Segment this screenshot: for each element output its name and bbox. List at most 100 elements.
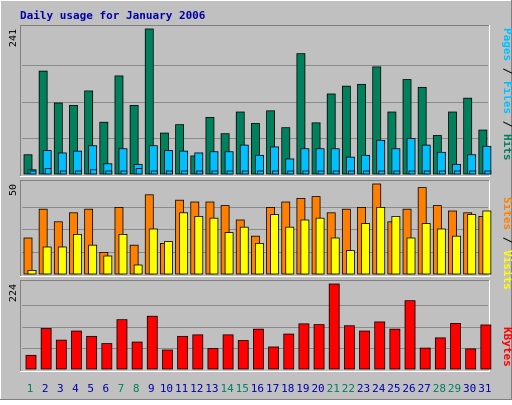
legend-sep-3: / [501, 230, 512, 250]
legend-visits: Visits [501, 250, 512, 290]
bar-pages-day-24 [378, 170, 386, 175]
bar-visits-day-10 [164, 241, 173, 275]
bar-visits-day-23 [361, 223, 370, 275]
bar-kbytes-day-10 [162, 349, 173, 370]
x-tick-label-day-11: 11 [175, 382, 188, 395]
bar-kbytes-day-1 [25, 354, 37, 370]
bar-visits-day-8 [133, 264, 143, 275]
legend-pages: Pages [501, 28, 512, 61]
bar-kbytes-day-8 [131, 341, 143, 370]
x-tick-label-day-22: 22 [342, 382, 355, 395]
bar-visits-day-19 [300, 219, 310, 275]
bar-files-day-27 [421, 144, 431, 175]
x-tick-label-day-28: 28 [433, 382, 446, 395]
bar-pages-day-16 [257, 170, 264, 175]
bar-pages-day-1 [29, 170, 37, 175]
x-tick-label-day-21: 21 [327, 382, 340, 395]
bar-files-day-31 [482, 145, 492, 175]
bar-visits-day-26 [406, 237, 416, 275]
bar-visits-day-22 [345, 250, 355, 275]
bar-kbytes-day-24 [374, 321, 386, 370]
legend-kbytes-label: KBytes [501, 327, 512, 367]
bar-kbytes-day-7 [116, 319, 128, 370]
x-tick-label-day-2: 2 [42, 382, 49, 395]
x-tick-label-day-14: 14 [220, 382, 234, 395]
bar-hits-day-8 [129, 105, 139, 175]
bar-pages-day-28 [438, 170, 446, 175]
bar-pages-day-31 [484, 170, 492, 175]
bar-pages-day-21 [332, 170, 340, 175]
legend-sites: Sites [501, 197, 512, 230]
bar-pages-day-22 [347, 170, 355, 175]
bar-visits-day-30 [467, 214, 477, 275]
bar-files-day-17 [270, 146, 279, 175]
bar-files-day-4 [73, 150, 82, 175]
x-tick-label-day-19: 19 [296, 382, 309, 395]
bar-visits-day-14 [224, 232, 234, 275]
x-tick-label-day-24: 24 [372, 382, 386, 395]
bar-visits-day-4 [73, 233, 82, 275]
bar-visits-day-16 [255, 242, 264, 275]
bar-pages-day-7 [120, 170, 128, 175]
bar-visits-day-3 [57, 246, 67, 275]
bar-pages-day-17 [272, 170, 279, 175]
panel-hits-files-pages: 241 [8, 25, 492, 177]
bar-pages-day-15 [241, 170, 249, 175]
legend-hits-files-pages: Pages / Files / Hits [501, 28, 512, 161]
bar-files-day-11 [179, 150, 189, 175]
bar-pages-day-30 [469, 170, 477, 175]
bar-visits-day-18 [285, 226, 295, 275]
bar-visits-day-12 [194, 215, 204, 275]
bar-pages-day-5 [90, 169, 98, 175]
bar-files-day-21 [330, 148, 340, 175]
bar-files-day-7 [118, 148, 128, 175]
x-tick-label-day-31: 31 [478, 382, 491, 395]
bar-visits-day-25 [391, 215, 401, 275]
bar-visits-day-17 [270, 214, 279, 275]
x-tick-label-day-25: 25 [387, 382, 400, 395]
x-tick-label-day-10: 10 [160, 382, 173, 395]
bar-kbytes-day-13 [207, 348, 219, 370]
y-axis-max-label: 224 [8, 284, 19, 302]
bar-kbytes-day-26 [404, 300, 416, 370]
bar-pages-day-14 [226, 170, 234, 175]
bar-visits-day-15 [239, 226, 249, 275]
legend-hits: Hits [501, 134, 512, 161]
bar-kbytes-day-6 [101, 343, 113, 370]
bar-kbytes-day-9 [146, 315, 158, 370]
bar-visits-day-31 [482, 210, 492, 275]
chart-panels: 241 50 224 [8, 25, 492, 372]
bar-pages-day-23 [363, 170, 370, 175]
x-tick-label-day-1: 1 [27, 382, 34, 395]
bar-kbytes-day-12 [192, 334, 204, 370]
legend-kbytes: KBytes [501, 327, 512, 367]
x-tick-label-day-29: 29 [448, 382, 461, 395]
x-tick-label-day-3: 3 [57, 382, 64, 395]
bar-kbytes-day-30 [465, 348, 477, 370]
bar-kbytes-day-11 [177, 335, 189, 370]
x-axis-day-labels: 1 2 3 4 5 6 7 8 9 10 11 12 13 14 15 16 17 18 19 20 21 22 23 24 2… [27, 382, 492, 395]
bar-files-day-24 [376, 139, 386, 175]
x-tick-label-day-17: 17 [266, 382, 279, 395]
bar-pages-day-19 [302, 170, 310, 175]
bar-kbytes-day-27 [419, 347, 431, 370]
bar-kbytes-day-3 [55, 339, 67, 370]
bar-kbytes-day-28 [434, 337, 446, 370]
bar-sites-day-1 [23, 237, 33, 275]
bar-pages-day-29 [454, 170, 461, 175]
x-tick-label-day-26: 26 [402, 382, 415, 395]
bar-kbytes-day-18 [283, 333, 295, 370]
bar-kbytes-day-5 [86, 335, 98, 370]
chart-title: Daily usage for January 2006 [20, 9, 206, 22]
bar-visits-day-27 [421, 223, 431, 275]
bar-files-day-19 [300, 148, 310, 175]
bar-pages-day-26 [408, 170, 416, 175]
y-axis-max-label: 241 [8, 29, 19, 47]
bar-pages-day-8 [135, 168, 143, 175]
bar-visits-day-20 [315, 217, 325, 275]
bar-kbytes-day-19 [298, 323, 310, 370]
bar-visits-day-7 [118, 233, 128, 275]
bar-pages-day-25 [393, 170, 401, 175]
bar-visits-day-21 [330, 237, 340, 275]
